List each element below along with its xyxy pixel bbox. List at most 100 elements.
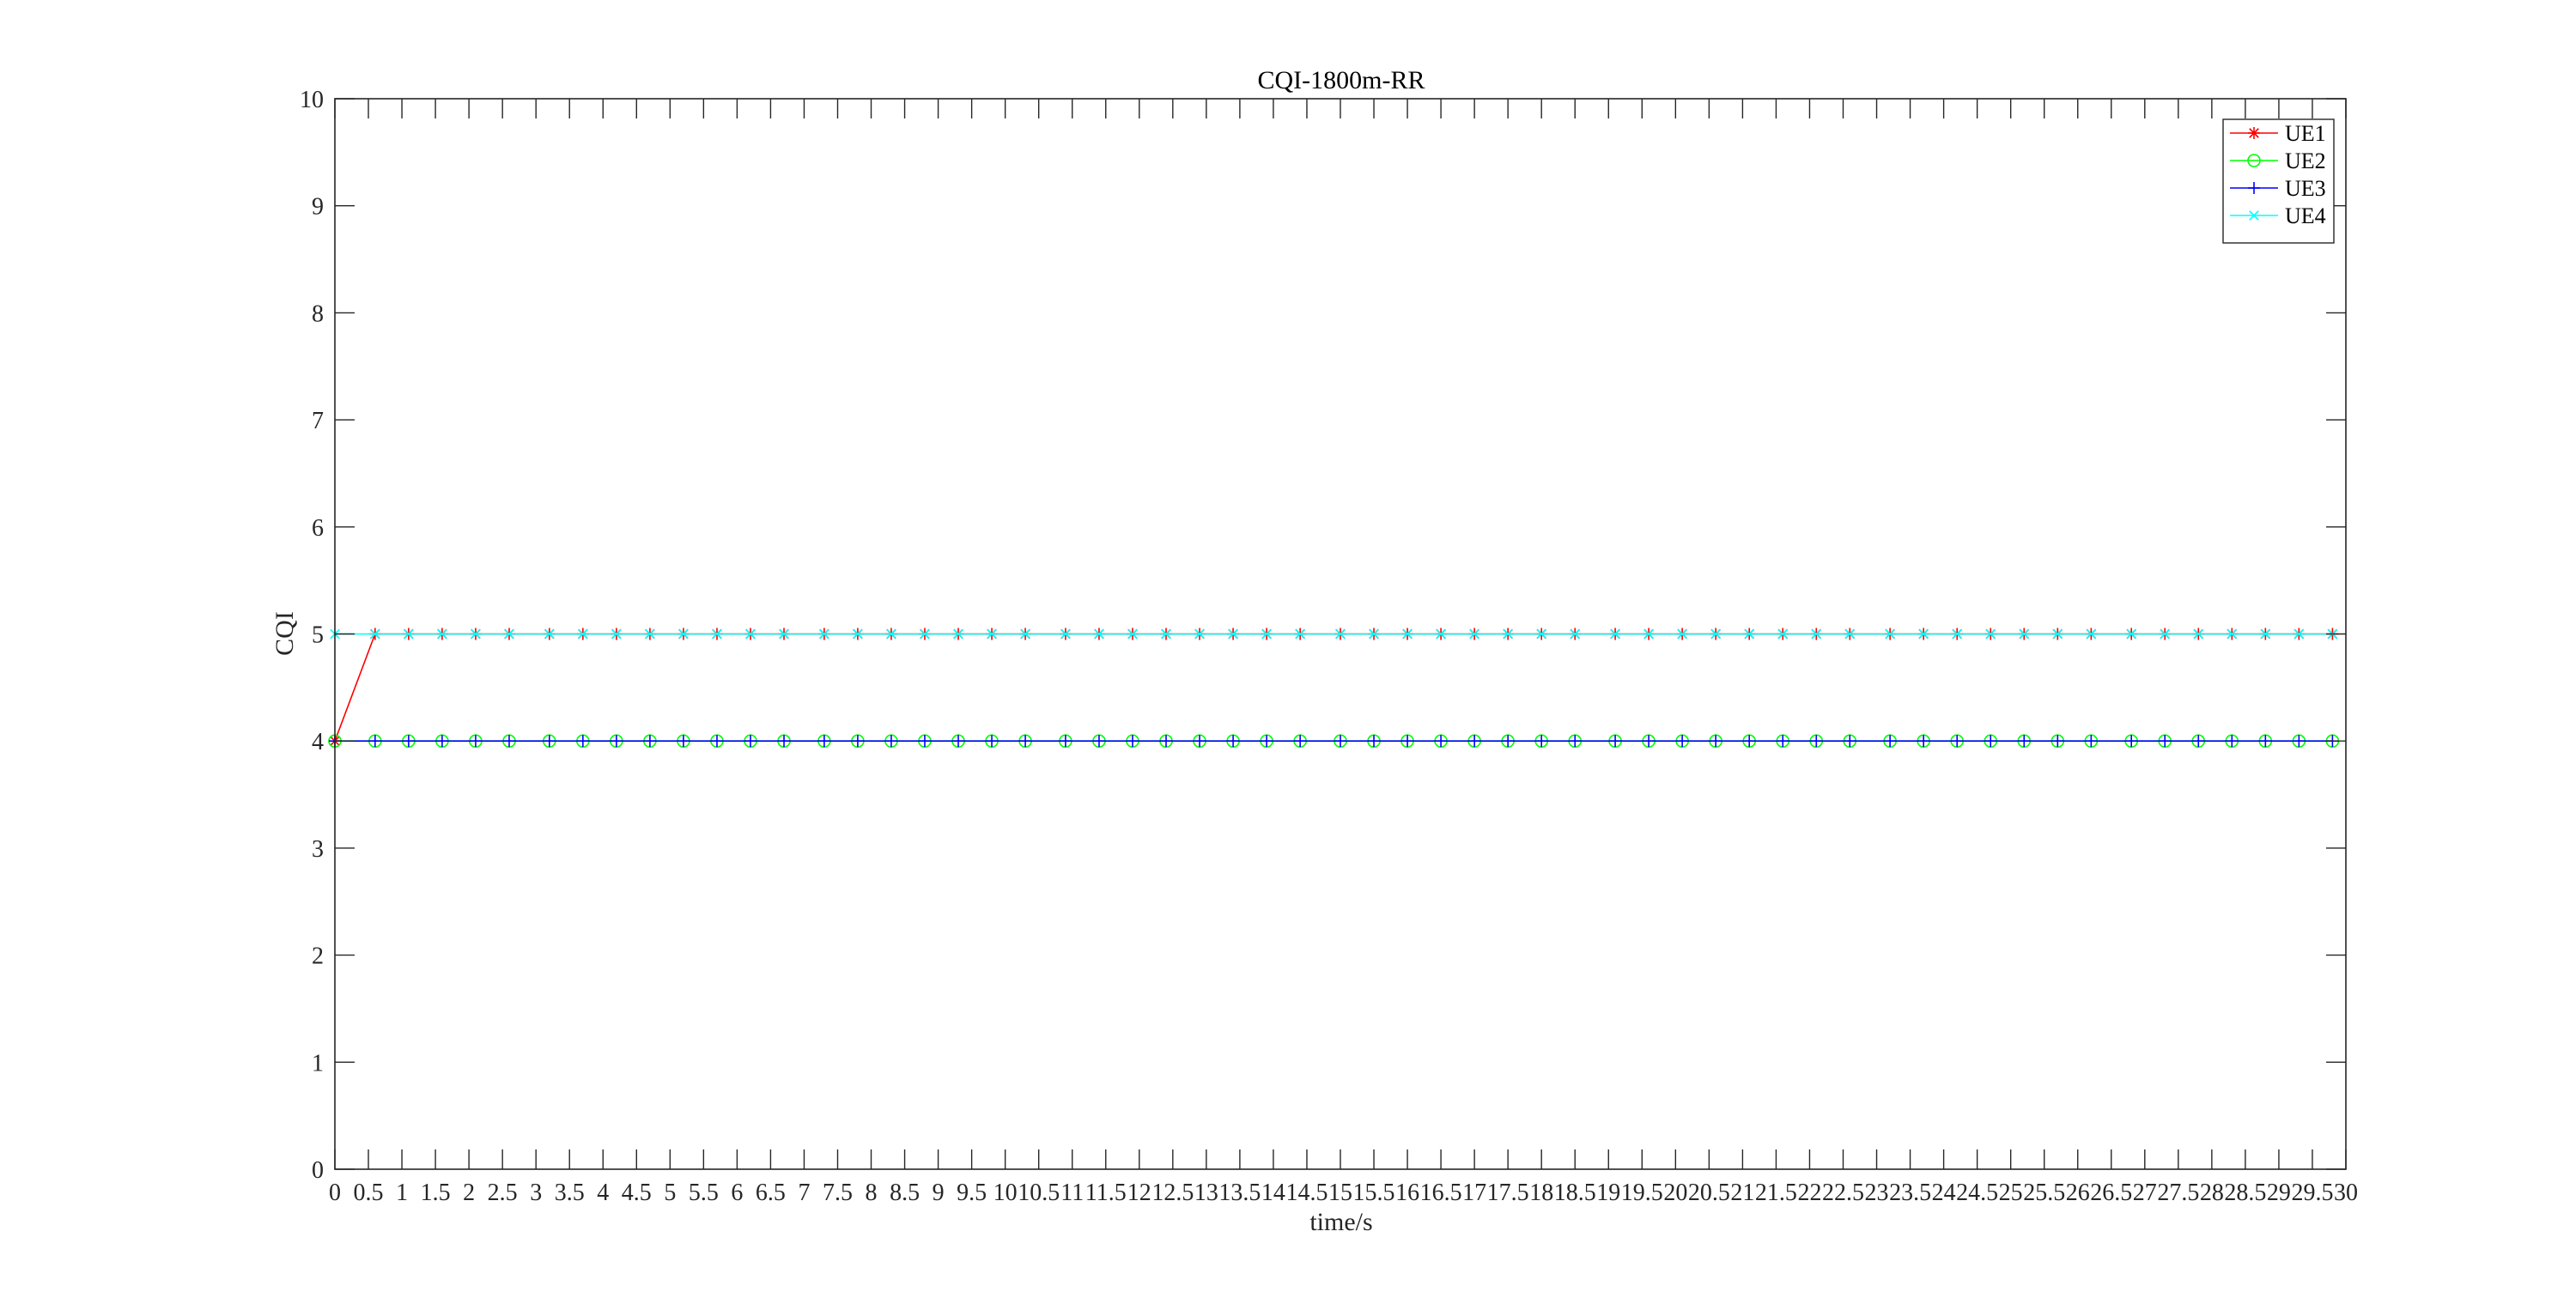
data-point [1777, 735, 1789, 748]
legend-marker [2248, 182, 2260, 194]
x-tick-label: 4 [597, 1180, 609, 1206]
data-point [744, 735, 757, 748]
data-point [1295, 628, 1305, 640]
x-tick-label: 18.5 [1554, 1180, 1596, 1206]
data-point [1059, 735, 1072, 748]
x-tick-label: 14.5 [1285, 1180, 1327, 1206]
x-tick-label: 6.5 [756, 1180, 786, 1206]
data-point [1503, 628, 1513, 640]
legend-marker [2247, 154, 2261, 167]
legend-entry-ue3: UE3 [2230, 176, 2326, 201]
data-point [1710, 735, 1722, 748]
data-point [2259, 735, 2272, 748]
data-point [435, 735, 448, 748]
x-tick-label: 11 [1060, 1180, 1084, 1206]
data-point [402, 735, 415, 748]
x-tick-label: 15.5 [1353, 1180, 1395, 1206]
data-point [817, 735, 830, 748]
data-point [986, 735, 999, 748]
y-tick-label: 6 [312, 515, 324, 542]
data-point [1952, 628, 1963, 640]
x-tick-label: 24 [1932, 1180, 1956, 1206]
x-tick-label: 22.5 [1822, 1180, 1864, 1206]
data-point [2192, 735, 2205, 748]
data-point [2051, 735, 2064, 748]
legend-label: UE4 [2285, 203, 2326, 228]
data-point [576, 735, 589, 748]
data-point [1194, 735, 1206, 748]
data-point [1569, 735, 1582, 748]
data-point [2193, 628, 2204, 640]
data-point [578, 628, 588, 640]
data-point [2018, 735, 2031, 748]
x-tick-label: 3 [530, 1180, 542, 1206]
x-tick-label: 23 [1865, 1180, 1889, 1206]
data-point [404, 628, 414, 640]
data-point [1436, 628, 1446, 640]
x-tick-label: 20.5 [1688, 1180, 1730, 1206]
legend-entry-ue4: UE4 [2230, 203, 2326, 228]
data-point [678, 628, 689, 640]
series-ue4 [330, 628, 2338, 640]
y-tick-label: 5 [312, 622, 324, 649]
data-point [469, 735, 482, 748]
x-tick-label: 9 [933, 1180, 945, 1206]
x-tick-label: 2.5 [488, 1180, 518, 1206]
data-point [1918, 628, 1929, 640]
data-point [1161, 628, 1171, 640]
x-tick-label: 25 [1999, 1180, 2023, 1206]
data-point [2293, 628, 2305, 640]
data-point [1194, 628, 1205, 640]
data-point [437, 628, 447, 640]
x-axis-label: time/s [1309, 1208, 1372, 1236]
data-point [544, 628, 555, 640]
data-point [643, 735, 656, 748]
data-point [853, 628, 863, 640]
x-tick-label: 4.5 [622, 1180, 652, 1206]
legend-label: UE3 [2285, 176, 2326, 201]
x-tick-label: 5 [664, 1180, 676, 1206]
data-point [1885, 628, 1895, 640]
data-point [1228, 628, 1238, 640]
data-point [1844, 735, 1856, 748]
x-tick-label: 20 [1663, 1180, 1687, 1206]
data-point [819, 628, 829, 640]
data-point [745, 628, 756, 640]
data-point [1844, 628, 1856, 640]
data-point [1468, 735, 1481, 748]
data-point [987, 628, 997, 640]
x-tick-label: 9.5 [957, 1180, 987, 1206]
data-point [2226, 735, 2239, 748]
data-point [1810, 735, 1823, 748]
data-point [1402, 628, 1413, 640]
data-point [1917, 735, 1930, 748]
y-tick-label: 8 [312, 300, 324, 327]
x-tick-label: 13.5 [1218, 1180, 1261, 1206]
data-point [778, 735, 791, 748]
data-point [1710, 628, 1721, 640]
y-tick-label: 3 [312, 836, 324, 863]
data-point [2227, 628, 2238, 640]
x-tick-label: 24.5 [1956, 1180, 1998, 1206]
x-tick-label: 10.5 [1018, 1180, 1060, 1206]
data-point [1261, 628, 1272, 640]
data-point [1535, 735, 1548, 748]
y-tick-label: 7 [312, 408, 324, 434]
x-tick-label: 23.5 [1889, 1180, 1931, 1206]
x-tick-label: 10 [993, 1180, 1018, 1206]
data-point [1127, 628, 1138, 640]
x-tick-label: 0 [329, 1180, 341, 1206]
data-point [1368, 735, 1381, 748]
data-point [1060, 628, 1071, 640]
x-tick-label: 1 [396, 1180, 408, 1206]
axes-layer [334, 98, 2347, 1170]
data-point [2260, 628, 2271, 640]
x-tick-label: 3.5 [555, 1180, 585, 1206]
data-point [611, 628, 622, 640]
x-tick-label: 8.5 [890, 1180, 920, 1206]
data-point [610, 735, 623, 748]
data-point [471, 628, 481, 640]
data-point [2293, 735, 2306, 748]
x-tick-label: 7 [798, 1180, 810, 1206]
